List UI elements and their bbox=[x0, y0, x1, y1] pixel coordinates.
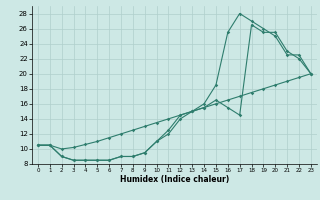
X-axis label: Humidex (Indice chaleur): Humidex (Indice chaleur) bbox=[120, 175, 229, 184]
